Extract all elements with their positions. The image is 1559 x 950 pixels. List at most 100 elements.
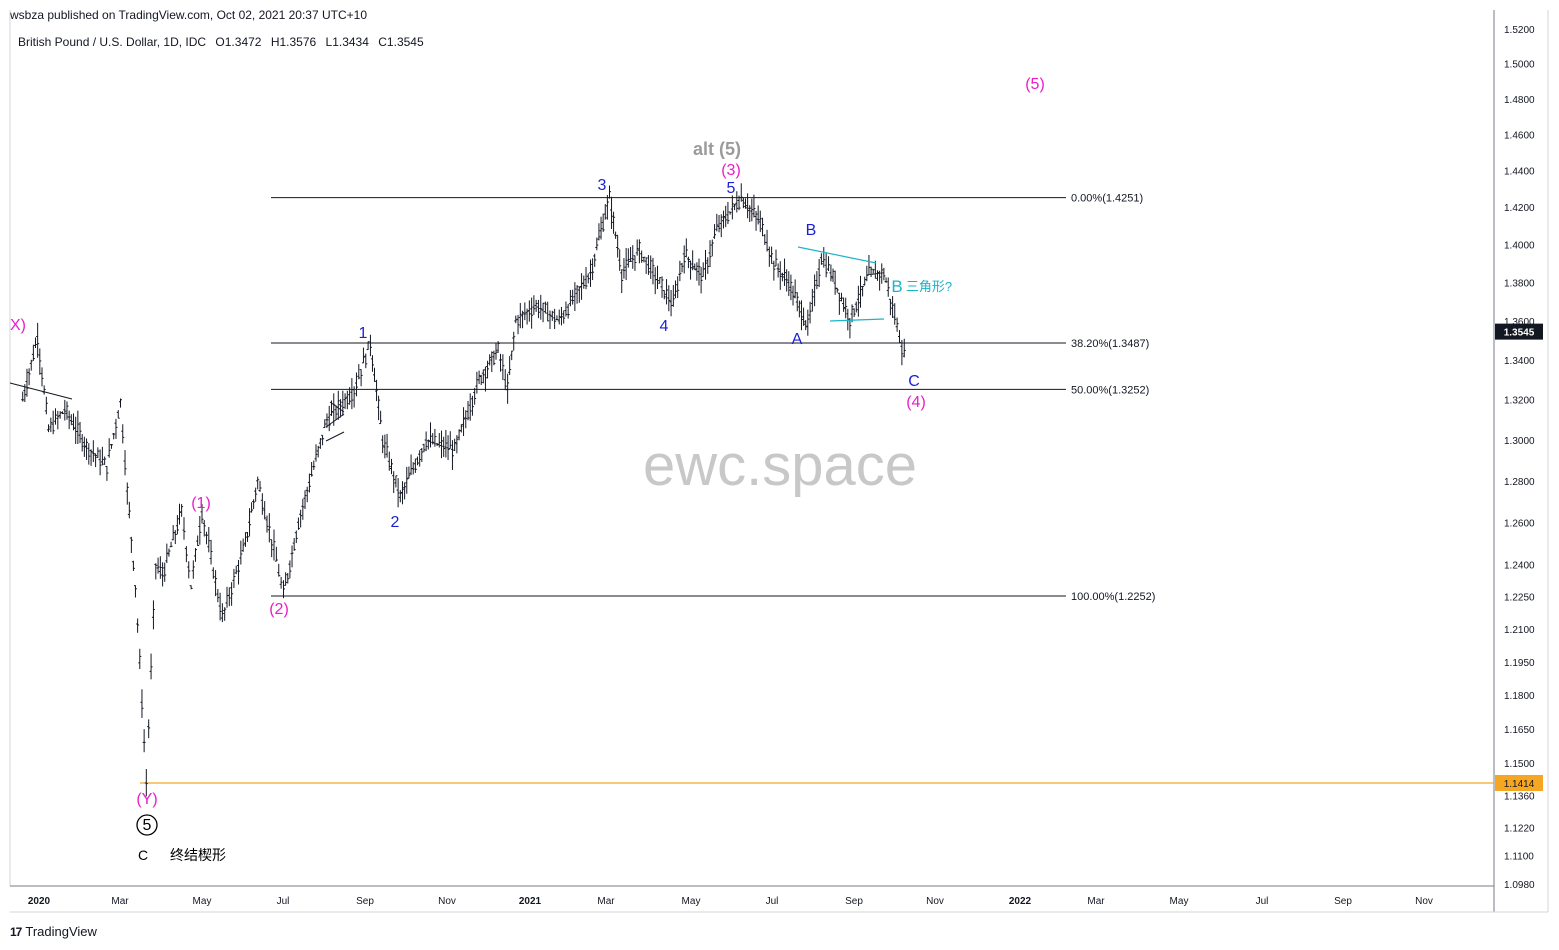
ohlc-bar <box>214 570 218 597</box>
ohlc-bar <box>680 262 684 273</box>
ohlc-bar <box>314 444 318 462</box>
ohlc-bar <box>577 286 581 303</box>
ohlc-bar <box>682 245 686 274</box>
ohlc-bar <box>147 719 151 739</box>
ohlc-bar <box>339 399 343 418</box>
ohlc-bar <box>56 410 60 430</box>
ohlc-bar <box>586 273 590 284</box>
ohlc-bar <box>140 689 144 718</box>
ohlc-bar <box>312 460 316 470</box>
ohlc-bar <box>633 255 637 271</box>
ohlc-bar <box>758 210 762 233</box>
ohlc-bar <box>671 284 675 307</box>
wave-label: 5 <box>143 817 152 834</box>
wave-label: A <box>792 331 803 348</box>
ohlc-bar <box>241 538 245 552</box>
wave-labels: X) (1) (2) (Y) 5 C 终结楔形 1 2 3 4 5 alt (5) (3) B A B 三角形? C… <box>10 76 1045 863</box>
ohlc-bar <box>817 258 821 288</box>
fib-retracement[interactable]: 0.00%(1.4251) 38.20%(1.3487) 50.00%(1.3252… <box>271 193 1155 603</box>
ohlc-bar <box>424 431 428 452</box>
ohlc-bar <box>76 410 80 444</box>
ohlc-bar <box>599 216 603 240</box>
ohlc-bar <box>131 560 135 572</box>
ohlc-bar <box>669 290 673 317</box>
ohlc-bar <box>888 298 892 316</box>
ohlc-bar <box>835 287 839 293</box>
ohlc-bar <box>555 315 559 321</box>
ohlc-bar <box>223 607 227 621</box>
triangle-lower-line[interactable] <box>829 318 885 322</box>
ohlc-bar <box>354 372 358 397</box>
y-tick-label: 1.2600 <box>1504 518 1535 529</box>
ohlc-bar <box>737 195 741 211</box>
ohlc-bar <box>191 560 195 579</box>
ohlc-bar <box>559 306 563 326</box>
ohlc-bar <box>288 560 292 579</box>
trendlines[interactable] <box>9 246 885 442</box>
ohlc-bar <box>494 342 498 360</box>
ohlc-bar <box>112 432 116 440</box>
ohlc-bar <box>774 249 778 267</box>
ohlc-bar <box>142 729 146 753</box>
ohlc-bar <box>296 517 300 530</box>
x-tick-label: Sep <box>356 896 374 907</box>
x-tick-label: Sep <box>1334 896 1352 907</box>
ohlc-bar <box>103 456 107 465</box>
wedge-side-line[interactable] <box>329 401 345 413</box>
ohlc-bar <box>858 275 862 308</box>
ohlc-bar <box>756 205 760 225</box>
y-tick-label: 1.0980 <box>1504 880 1535 891</box>
ohlc-bar <box>409 454 413 475</box>
triangle-upper-line[interactable] <box>797 246 877 264</box>
ohlc-bar <box>699 267 703 294</box>
ohlc-bar <box>218 592 222 621</box>
ohlc-bar <box>196 535 200 547</box>
y-tick-label: 1.1500 <box>1504 759 1535 770</box>
ohlc-bar <box>649 255 653 279</box>
ohlc-bar <box>693 263 697 271</box>
x-tick-label: Jul <box>766 896 779 907</box>
ohlc-bar <box>492 350 496 366</box>
ohlc-bar <box>795 292 799 312</box>
trendline-left[interactable] <box>9 382 73 400</box>
ohlc-bar <box>462 407 466 437</box>
ohlc-bar <box>277 563 281 577</box>
ohlc-bar <box>477 370 481 385</box>
x-tick-label: Jul <box>1256 896 1269 907</box>
ohlc-bar <box>433 428 437 447</box>
y-tick-label: 1.5000 <box>1504 60 1535 71</box>
last-price-badge <box>1495 323 1543 340</box>
ohlc-bar <box>900 340 904 366</box>
ohlc-bar <box>230 582 234 606</box>
y-tick-label: 1.1950 <box>1504 658 1535 669</box>
ohlc-bar <box>635 239 639 256</box>
circled-wave-marker <box>136 814 158 836</box>
ohlc-bar <box>844 297 848 319</box>
ohlc-bar <box>44 396 48 415</box>
ohlc-bar <box>842 297 846 312</box>
ohlc-bar <box>490 351 494 373</box>
y-tick-label: 1.4600 <box>1504 130 1535 141</box>
ohlc-bar <box>323 419 327 429</box>
ohlc-bar <box>530 297 534 329</box>
ohlc-bar <box>232 568 236 589</box>
ohlc-bar <box>710 239 714 257</box>
ohlc-bar <box>739 183 743 202</box>
ohlc-bar <box>878 270 882 291</box>
ohlc-bar <box>501 354 505 380</box>
ohlc-bar <box>220 603 224 623</box>
ohlc-bar <box>375 379 379 402</box>
ohlc-bar <box>169 541 173 548</box>
ohlc-bar <box>173 530 177 545</box>
ohlc-bar <box>398 490 402 503</box>
wedge-upper-line[interactable] <box>325 413 345 428</box>
ohlc-bar <box>846 308 850 331</box>
ohlc-bar <box>216 588 220 603</box>
ohlc-bar <box>684 238 688 258</box>
wedge-lower-line[interactable] <box>325 431 345 442</box>
ohlc-bar <box>689 260 693 280</box>
ohlc-bar <box>116 410 120 419</box>
ohlc-bar <box>336 390 340 420</box>
tradingview-footer[interactable]: 17 TradingView <box>10 924 97 939</box>
